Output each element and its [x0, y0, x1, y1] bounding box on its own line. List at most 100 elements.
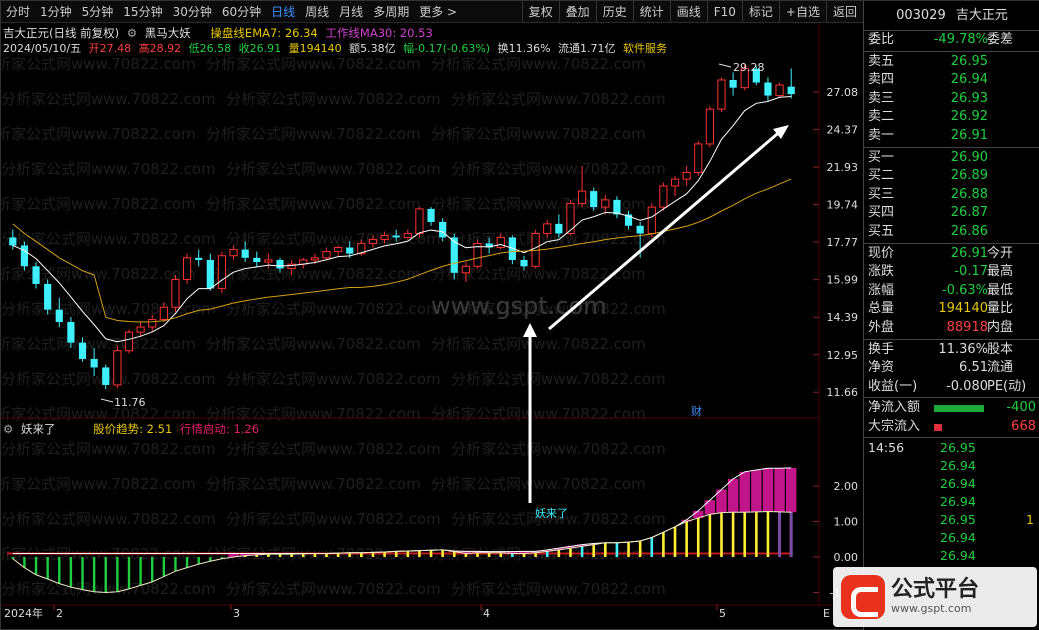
bid-row-value: 26.88	[950, 186, 988, 202]
tab-5min[interactable]: 5分钟	[81, 4, 114, 19]
flow-value: -400	[1006, 400, 1036, 416]
tab-multi-period[interactable]: 多周期	[373, 4, 410, 19]
tab-daily[interactable]: 日线	[271, 4, 296, 19]
watermark-text: 分析家公式网www.70822.com	[226, 440, 441, 458]
candle-body-up	[368, 238, 378, 244]
tab-fenshi[interactable]: 分时	[6, 4, 31, 19]
stats-button[interactable]: 统计	[632, 0, 670, 23]
candle-body-down	[78, 342, 87, 359]
watermark-text: 分析家公式网www.70822.com	[206, 195, 421, 213]
candle-body-up	[647, 206, 656, 235]
price-tick-label: 21.93	[827, 161, 859, 174]
watermark-text: 分析家公式网www.70822.com	[451, 300, 666, 318]
watermark-text: 分析家公式网www.70822.com	[206, 125, 421, 143]
sub-indicator-name[interactable]: 妖来了	[20, 422, 56, 436]
trend-value: 股价趋势: 2.51	[93, 422, 173, 436]
tab-monthly[interactable]: 月线	[339, 4, 364, 19]
mark-button[interactable]: 标记	[741, 0, 779, 23]
history-button[interactable]: 历史	[595, 0, 633, 23]
f10-button[interactable]: F10	[706, 0, 742, 23]
candle-body-up	[461, 265, 470, 274]
watermark-text: 分析家公式网www.70822.com	[451, 440, 666, 458]
finance-marker: 财	[691, 404, 702, 418]
ratio-sub: 委差	[987, 32, 1014, 47]
ask-row-label: 卖五	[868, 53, 895, 69]
tick-price: 26.95	[940, 512, 976, 528]
bid-row: 买一 26.90	[864, 149, 1039, 168]
open-value: 开27.48	[88, 42, 132, 55]
ask-row-value: 26.94	[950, 72, 988, 88]
bid-row: 买二 26.89	[864, 167, 1039, 186]
stock-title: 吉大正元(日线 前复权)	[3, 26, 120, 40]
ask-row: 卖四 26.94	[864, 71, 1039, 90]
sub-gear-icon[interactable]: ⚙	[3, 422, 14, 436]
add-watchlist-button[interactable]: +自选	[778, 0, 826, 23]
watermark-text: 分析家公式网www.70822.com	[1, 125, 196, 143]
high-pointer	[718, 63, 732, 68]
back-button[interactable]: 返回	[825, 0, 863, 23]
tab-30min[interactable]: 30分钟	[172, 4, 212, 19]
watermark-text: 分析家公式网www.70822.com	[1, 335, 196, 353]
candle-body-down	[787, 86, 795, 95]
indicator-gear-icon[interactable]: ⚙	[126, 26, 138, 40]
overlay-button[interactable]: 叠加	[558, 0, 596, 23]
stat-row-value: -0.63%	[942, 282, 988, 298]
bid-row-label: 买一	[868, 149, 895, 165]
tab-weekly[interactable]: 周线	[305, 4, 330, 19]
candle-body-up	[159, 306, 168, 320]
stats-list: 现价 26.91 今开 涨跌 -0.17 最高 涨幅 -0.63% 最低 总量 194140 量比 外盘…	[864, 245, 1039, 338]
indicator-name[interactable]: 黑马大妖	[144, 26, 191, 40]
draw-button[interactable]: 画线	[669, 0, 707, 23]
watermark-text: 分析家公式网www.70822.com	[451, 90, 666, 108]
watermark-text: 分析家公式网www.70822.com	[1, 440, 216, 458]
ask-row-label: 卖一	[868, 127, 895, 143]
candle-body-up	[380, 234, 389, 240]
adjust-button[interactable]: 复权	[521, 0, 559, 23]
tab-60min[interactable]: 60分钟	[221, 4, 262, 19]
trend-bar	[507, 551, 518, 554]
time-tick-label: 4	[483, 607, 490, 620]
candle-body-down	[241, 249, 249, 258]
candle-body-down	[764, 82, 772, 96]
tick-list[interactable]: 14:56 26.95 26.94 26.94 26.94 26.95 1 26.94 26.9…	[864, 439, 1039, 565]
close-value: 收26.91	[238, 42, 282, 55]
high-label: 29.28	[733, 61, 765, 74]
kline-chart[interactable]: 分析家公式网www.70822.com 分析家公式网www.70822.com 分析…	[1, 1, 863, 630]
tab-1min[interactable]: 1分钟	[40, 4, 72, 19]
trend-bar	[518, 551, 530, 554]
tab-15min[interactable]: 15分钟	[123, 4, 163, 19]
tab-more[interactable]: 更多 >	[419, 4, 458, 19]
stat-row-sub: 量比	[987, 301, 1014, 317]
trend-arrow	[548, 127, 784, 331]
candle-body-down	[752, 68, 760, 83]
price-tick-label: 27.08	[827, 86, 859, 99]
trend-bar	[716, 489, 727, 513]
stat-row-sub: 最低	[987, 282, 1014, 298]
ask-list: 卖五 26.95 卖四 26.94 卖三 26.93 卖二 26.92 卖一 26.91	[864, 53, 1039, 146]
watermark-text: 分析家公式网www.70822.com	[1, 510, 216, 528]
tick-row: 26.95 1	[864, 511, 1039, 529]
candle-body-up	[717, 79, 726, 110]
trend-bar	[483, 551, 495, 553]
stat-row-label: 涨幅	[868, 282, 895, 298]
bid-row-value: 26.86	[950, 223, 988, 239]
candle-body-down	[439, 221, 447, 238]
sector-label[interactable]: 软件服务	[623, 42, 668, 55]
watermark-text: 分析家公式网www.70822.com	[206, 475, 421, 493]
trend-bar	[495, 551, 506, 553]
trend-bar	[693, 510, 704, 518]
candle-body-down	[67, 321, 75, 343]
stat-row-label: 现价	[868, 245, 895, 261]
start-value: 行情启动: 1.26	[179, 422, 260, 436]
price-tick-label: 14.39	[827, 311, 859, 324]
trend-bar	[704, 500, 716, 515]
tick-row: 14:56 26.95	[864, 439, 1039, 457]
stat-row-sub: 内盘	[987, 319, 1014, 335]
stat-row-sub: 今开	[987, 245, 1014, 261]
stat-row-label: 外盘	[868, 319, 895, 335]
logo-url: www.gspt.com	[891, 602, 972, 615]
tick-row: 26.94	[864, 547, 1039, 565]
watermark-text: 分析家公式网www.70822.com	[451, 580, 666, 598]
bar-date: 2024/05/10/五	[3, 42, 82, 55]
tick-time: 14:56	[868, 440, 905, 456]
